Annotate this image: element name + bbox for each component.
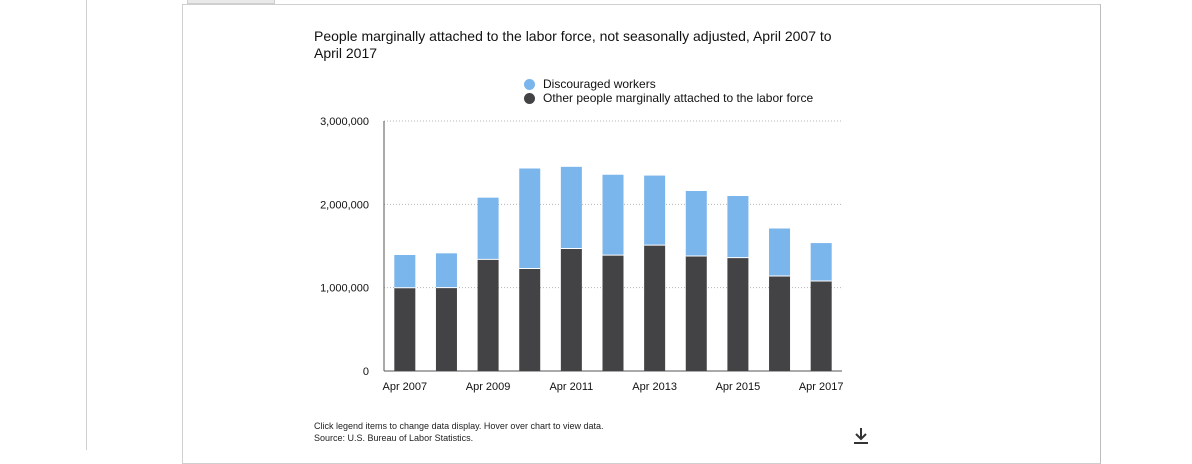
x-tick-label: Apr 2011 xyxy=(549,381,593,393)
download-icon xyxy=(854,428,868,444)
bar-segment-discouraged[interactable] xyxy=(685,191,707,256)
bar-segment-other[interactable] xyxy=(727,257,749,371)
bar-segment-other[interactable] xyxy=(769,276,791,371)
chart-source: Source: U.S. Bureau of Labor Statistics. xyxy=(314,433,474,443)
x-tick-label: Apr 2007 xyxy=(382,381,427,393)
y-tick-label: 2,000,000 xyxy=(320,199,369,211)
bar-segment-discouraged[interactable] xyxy=(644,175,666,246)
bar-segment-other[interactable] xyxy=(519,268,541,372)
bar-segment-discouraged[interactable] xyxy=(602,174,624,256)
bar-segment-discouraged[interactable] xyxy=(477,197,499,260)
chart-panel xyxy=(182,4,1101,464)
bar-segment-discouraged[interactable] xyxy=(519,168,541,269)
stacked-bar-chart[interactable]: 0 1,000,000 2,000,000 3,000,000 Apr 2007 Apr … xyxy=(0,0,1192,450)
chart-footer: Click legend items to change data displa… xyxy=(314,420,603,444)
x-tick-label: Apr 2017 xyxy=(799,381,844,393)
bar-segment-discouraged[interactable] xyxy=(727,196,749,258)
bar-segment-other[interactable] xyxy=(477,259,499,371)
x-tick-label: Apr 2015 xyxy=(716,381,761,393)
bar-segment-discouraged[interactable] xyxy=(560,166,582,249)
chart-instructions: Click legend items to change data displa… xyxy=(314,421,604,431)
chart-legend: Discouraged workers Other people margina… xyxy=(524,77,813,105)
x-tick-label: Apr 2013 xyxy=(632,381,677,393)
bar-segment-discouraged[interactable] xyxy=(435,253,457,288)
bar-segment-other[interactable] xyxy=(810,281,832,371)
legend-item-discouraged[interactable]: Discouraged workers xyxy=(524,77,813,91)
bar-segment-other[interactable] xyxy=(560,248,582,372)
tab-stub[interactable] xyxy=(187,0,275,4)
bar-segment-discouraged[interactable] xyxy=(394,255,416,288)
legend-label-other: Other people marginally attached to the … xyxy=(543,91,814,105)
page-left-rule xyxy=(86,0,87,450)
y-tick-label: 1,000,000 xyxy=(320,283,369,295)
download-button[interactable] xyxy=(850,425,872,447)
bar-segment-other[interactable] xyxy=(644,245,666,371)
legend-label-discouraged: Discouraged workers xyxy=(543,77,656,91)
legend-item-other[interactable]: Other people marginally attached to the … xyxy=(524,91,813,105)
y-tick-label: 3,000,000 xyxy=(320,116,369,128)
bar-segment-other[interactable] xyxy=(394,287,416,371)
bar-segment-other[interactable] xyxy=(602,255,624,371)
legend-marker-other xyxy=(524,92,535,104)
y-tick-label: 0 xyxy=(363,366,369,378)
legend-marker-discouraged xyxy=(524,78,535,90)
bar-segment-other[interactable] xyxy=(435,287,457,371)
bar-segment-discouraged[interactable] xyxy=(810,243,832,281)
bar-segment-discouraged[interactable] xyxy=(769,228,791,277)
x-tick-label: Apr 2009 xyxy=(466,381,511,393)
chart-title: People marginally attached to the labor … xyxy=(314,28,832,61)
bar-segment-other[interactable] xyxy=(685,256,707,371)
